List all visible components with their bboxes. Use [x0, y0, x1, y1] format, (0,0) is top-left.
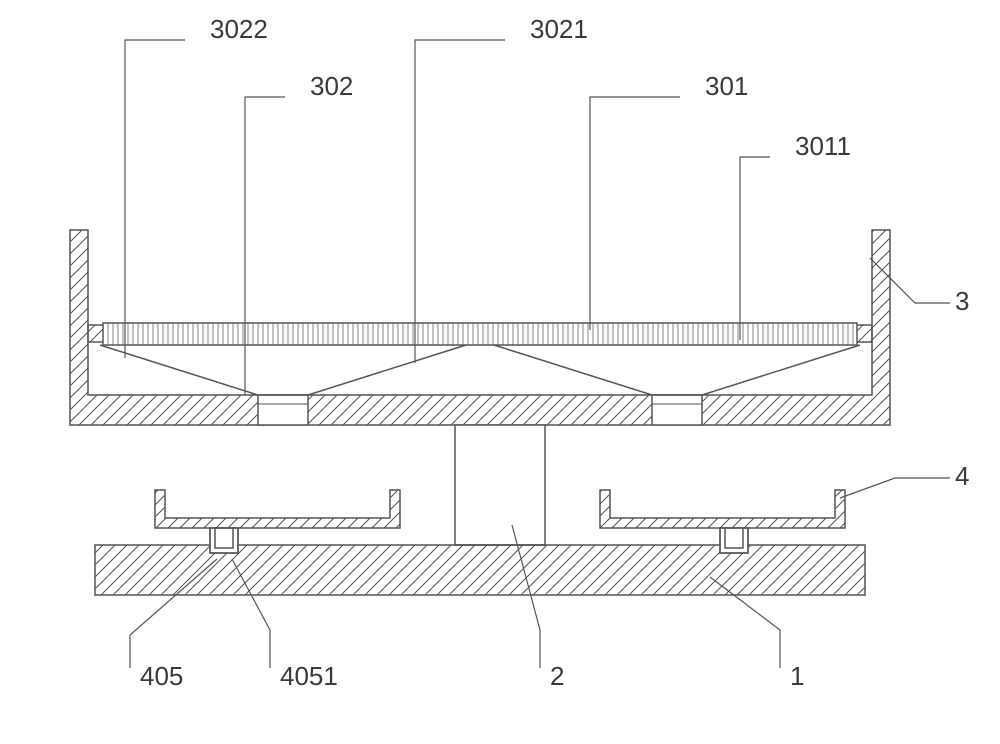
tray-left — [155, 490, 400, 528]
leader-l3022 — [125, 40, 185, 358]
label-l405: 405 — [140, 661, 183, 691]
central-pillar — [455, 425, 545, 545]
leader-l4 — [840, 478, 950, 498]
leader-l3011 — [740, 157, 770, 340]
label-l1: 1 — [790, 661, 804, 691]
tray-right — [600, 490, 845, 528]
leader-l302 — [245, 97, 285, 395]
drain-notch — [258, 395, 308, 425]
label-l302: 302 — [310, 71, 353, 101]
label-l4051: 4051 — [280, 661, 338, 691]
plug-left — [210, 528, 238, 553]
label-l3021: 3021 — [530, 14, 588, 44]
label-l301: 301 — [705, 71, 748, 101]
label-l3022: 3022 — [210, 14, 268, 44]
funnel-slope — [100, 345, 466, 395]
label-l2: 2 — [550, 661, 564, 691]
plug-right — [720, 528, 748, 553]
funnel-slope — [494, 345, 860, 395]
mesh-plate — [103, 323, 857, 345]
leader-l3021 — [415, 40, 505, 363]
diagram-canvas: 3022 302 3021 301 3011 3 4 405 4051 2 1 — [0, 0, 1000, 744]
label-l4: 4 — [955, 461, 969, 491]
label-l3: 3 — [955, 286, 969, 316]
label-l3011: 3011 — [795, 131, 851, 161]
drain-notch — [652, 395, 702, 425]
leader-l301 — [590, 97, 680, 330]
